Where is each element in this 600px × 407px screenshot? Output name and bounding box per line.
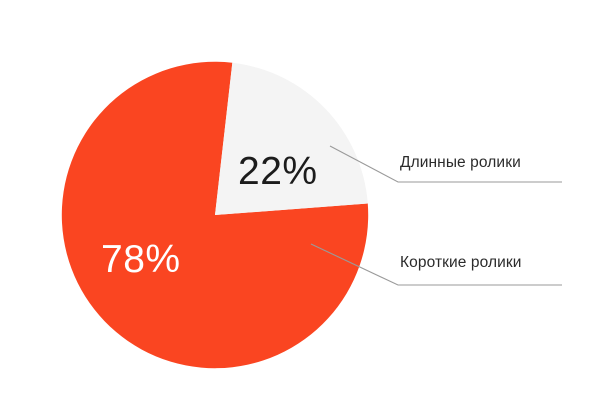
pie-slice-long-videos[interactable] [215,62,368,215]
slice-value-short-videos: 78% [101,238,181,281]
pie-slice-short-videos[interactable] [61,61,369,369]
leader-line-short-videos [310,243,562,286]
slice-label-short-videos: Короткие ролики [400,254,522,271]
slice-label-long-videos: Длинные ролики [400,154,521,171]
leader-line-long-videos [329,145,562,183]
slice-value-long-videos: 22% [238,150,318,193]
